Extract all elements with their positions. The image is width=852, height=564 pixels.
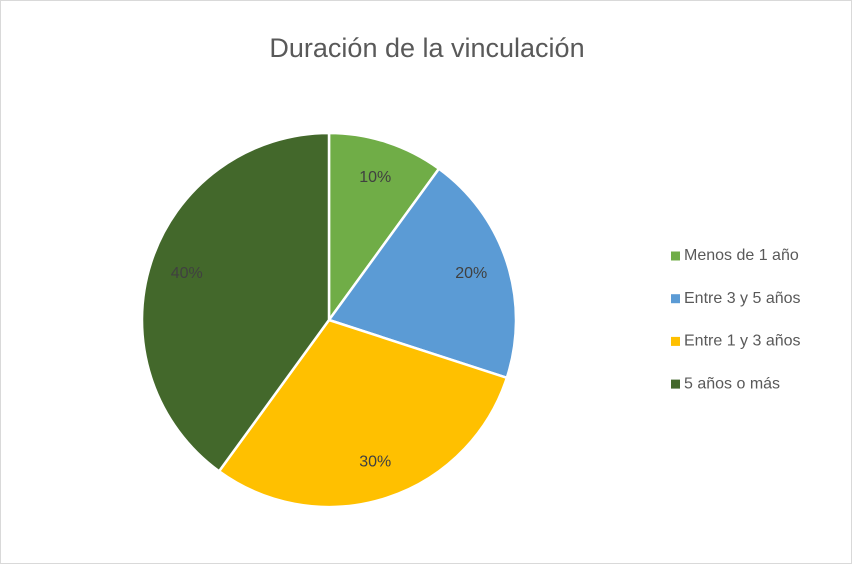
legend-label: Entre 1 y 3 años xyxy=(684,333,801,350)
data-label: 40% xyxy=(171,265,203,282)
legend-label: 5 años o más xyxy=(684,375,780,392)
legend-label: Menos de 1 año xyxy=(684,247,799,264)
legend-swatch xyxy=(671,251,680,261)
pie-slice xyxy=(217,318,509,509)
legend-label: Entre 3 y 5 años xyxy=(684,290,801,307)
chart-title: Duración de la vinculación xyxy=(269,33,584,63)
pie-slice xyxy=(327,131,441,324)
legend-swatch xyxy=(671,379,680,389)
pie-slice xyxy=(326,166,518,380)
data-label: 20% xyxy=(455,265,487,282)
data-label: 30% xyxy=(359,453,391,470)
legend-swatch xyxy=(671,294,680,304)
data-label: 10% xyxy=(359,169,391,186)
legend-swatch xyxy=(671,336,680,346)
pie-slice xyxy=(140,131,331,474)
